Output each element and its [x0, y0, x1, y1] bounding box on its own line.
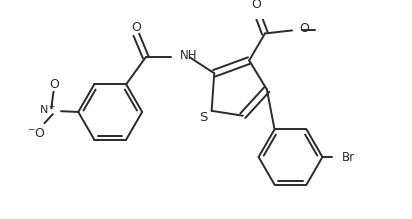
Text: S: S	[199, 111, 208, 124]
Text: O: O	[299, 22, 309, 35]
Text: N$^+$: N$^+$	[39, 102, 56, 117]
Text: O: O	[49, 78, 59, 91]
Text: $^{-}$O: $^{-}$O	[27, 127, 46, 140]
Text: Br: Br	[342, 150, 355, 164]
Text: O: O	[251, 0, 261, 11]
Text: NH: NH	[180, 49, 198, 62]
Text: O: O	[131, 21, 141, 34]
